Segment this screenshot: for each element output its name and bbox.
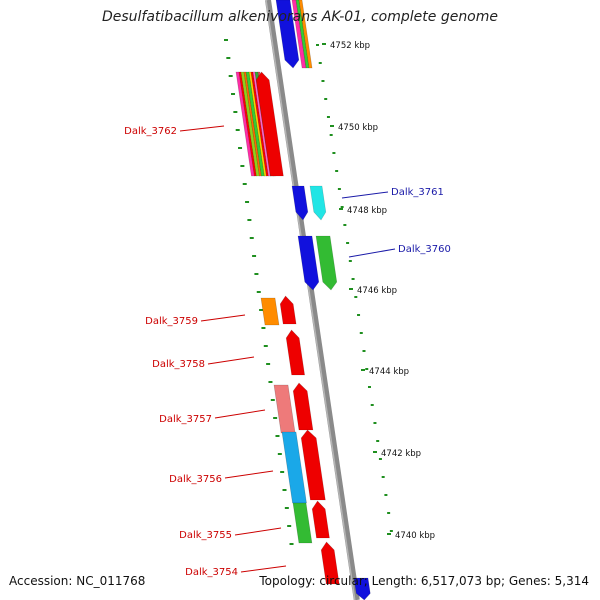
gene-dalk-3757-arrow[interactable] [292,382,314,431]
gene-dalk-3756-block[interactable] [281,431,307,504]
gene-dalk-3754-leader [240,565,287,573]
genome-title: Desulfatibacillum alkenivorans AK-01, co… [101,9,499,25]
gene-dalk-3759-label[interactable]: Dalk_3759 [145,316,198,327]
gene-dalk-3759-arrow[interactable] [279,295,297,325]
gene-dalk-3760-arrow[interactable] [297,235,320,291]
scale-label: 4748 kbp [347,206,387,216]
genome-backbone-highlight [265,0,356,600]
scale-label: 4742 kbp [381,449,421,459]
gene-dalk-3760-label[interactable]: Dalk_3760 [398,244,451,255]
gene-dalk-3756-leader [224,470,274,479]
gene-dalk-3757-block[interactable] [273,384,296,434]
scale-label: 4744 kbp [369,367,409,377]
gene-dalk-3758-arrow[interactable] [285,329,306,376]
gene-partial-top[interactable] [275,0,300,69]
gene-dalk-3762-arrow[interactable] [255,71,284,177]
gene-dalk-3762-leader [179,125,225,132]
gene-dalk-3761-arrow[interactable] [291,185,309,221]
gene-dalk-3762-label[interactable]: Dalk_3762 [124,126,177,137]
genome-summary: Topology: circular; Length: 6,517,073 bp… [259,574,589,588]
gene-dalk-3758-leader [207,356,255,365]
scale-label: 4740 kbp [395,531,435,541]
gene-dalk-3754-arrow[interactable] [320,541,340,585]
gene-dalk-3760-leader [348,248,396,258]
gene-partial-stripe[interactable] [298,0,313,69]
accession-label: Accession: NC_011768 [9,574,146,588]
scale-label: 4746 kbp [357,286,397,296]
scale-label: 4750 kbp [338,123,378,133]
gene-dalk-3755-block[interactable] [292,502,313,544]
gene-dalk-3756-label[interactable]: Dalk_3756 [169,474,222,485]
gene-dalk-3755-leader [234,527,282,536]
gene-dalk-3755-label[interactable]: Dalk_3755 [179,530,232,541]
gene-dalk-3759-block[interactable] [260,297,280,326]
gene-dalk-3756-arrow[interactable] [300,429,326,501]
gene-dalk-3754-label[interactable]: Dalk_3754 [185,567,238,578]
gene-dalk-3758-label[interactable]: Dalk_3758 [152,359,205,370]
gene-dalk-3759-leader [200,314,246,322]
gene-dalk-3757-leader [214,409,266,419]
gene-dalk-3761-label[interactable]: Dalk_3761 [391,187,444,198]
gene-dalk-3761-leader [341,191,389,199]
gene-dalk-3757-label[interactable]: Dalk_3757 [159,414,212,425]
gene-dalk-3760-arrow-b[interactable] [315,235,338,291]
genome-backbone [265,0,360,600]
scale-label: 4752 kbp [330,41,370,51]
gene-dalk-3761-arrow-b[interactable] [309,185,327,221]
gene-dalk-3755-arrow[interactable] [311,500,330,539]
gene-partial-bottom[interactable] [353,577,371,600]
